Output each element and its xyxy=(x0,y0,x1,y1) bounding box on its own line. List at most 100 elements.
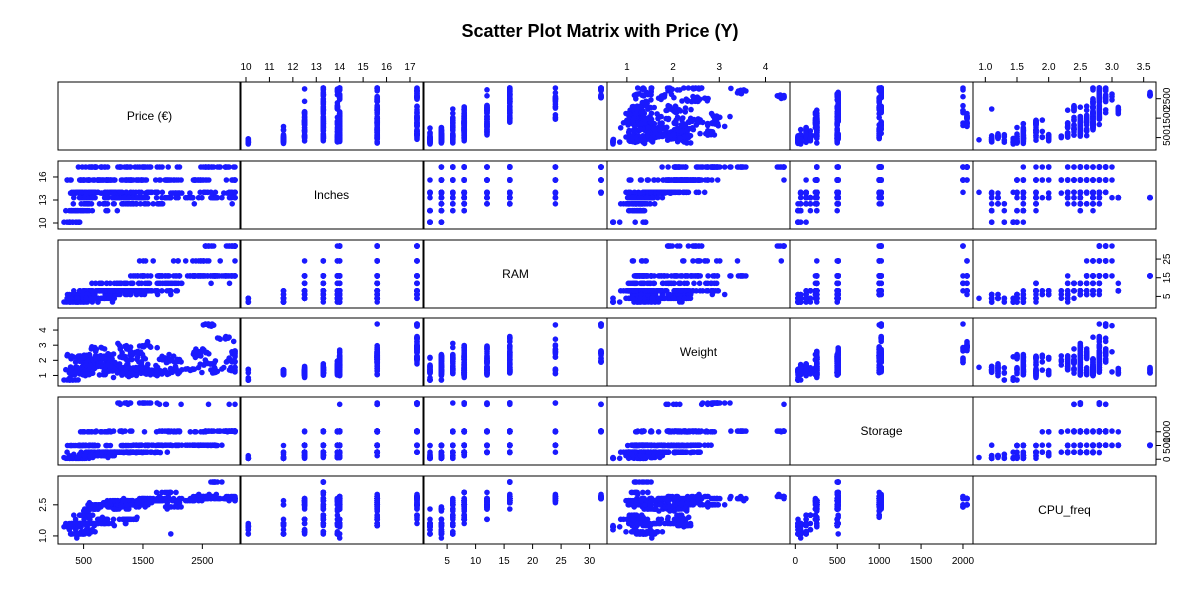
data-point xyxy=(661,94,668,100)
panel-price-vs-inches xyxy=(239,81,424,151)
data-point xyxy=(835,115,841,122)
data-point xyxy=(77,194,83,201)
data-point xyxy=(427,177,433,183)
data-point xyxy=(118,164,124,170)
data-point xyxy=(301,98,308,105)
data-point xyxy=(678,128,684,135)
data-point xyxy=(690,93,696,100)
data-point xyxy=(280,136,287,143)
data-point xyxy=(1109,194,1115,201)
data-point xyxy=(960,189,966,196)
data-point xyxy=(834,194,840,201)
panel-frame xyxy=(972,160,1157,230)
data-point xyxy=(721,123,728,130)
data-point xyxy=(163,177,170,183)
data-point xyxy=(206,177,212,183)
data-point xyxy=(1020,219,1027,225)
data-point xyxy=(336,116,343,123)
data-point xyxy=(461,207,468,214)
data-point xyxy=(644,99,650,105)
data-point xyxy=(552,103,559,110)
data-point xyxy=(208,194,214,201)
data-point xyxy=(659,164,665,170)
data-point xyxy=(336,85,343,91)
data-point xyxy=(450,189,456,196)
data-point xyxy=(152,189,158,196)
data-point xyxy=(107,177,114,183)
data-point xyxy=(960,93,966,100)
data-point xyxy=(636,91,643,97)
data-point xyxy=(83,190,89,196)
data-point xyxy=(100,201,107,207)
data-point xyxy=(616,139,623,145)
data-point xyxy=(834,189,840,196)
data-point xyxy=(427,125,433,131)
data-point xyxy=(835,131,841,138)
data-point xyxy=(620,120,627,126)
data-point xyxy=(671,119,677,126)
data-point xyxy=(626,111,632,117)
data-point xyxy=(637,104,643,110)
data-point xyxy=(552,189,559,196)
data-point xyxy=(685,85,692,91)
data-point xyxy=(414,92,420,98)
data-point xyxy=(126,177,132,183)
data-point xyxy=(1077,120,1084,127)
data-point xyxy=(711,115,718,121)
data-point xyxy=(1102,93,1109,100)
data-point xyxy=(988,136,995,143)
data-point xyxy=(1071,122,1077,128)
data-point xyxy=(777,92,784,98)
data-point xyxy=(1109,164,1115,170)
data-point xyxy=(1033,122,1039,128)
data-point xyxy=(834,207,840,214)
data-point xyxy=(814,207,820,214)
data-point xyxy=(507,164,513,170)
data-point xyxy=(320,91,327,97)
data-point xyxy=(1109,91,1115,97)
diagonal-label-price: Price (€) xyxy=(127,109,172,123)
data-point xyxy=(878,92,884,98)
panels-group: Price (€)InchesRAMWeightStorageCPU_freq1… xyxy=(38,62,1173,567)
data-point xyxy=(178,177,184,183)
data-point xyxy=(1071,102,1077,109)
data-point xyxy=(876,189,882,196)
data-point xyxy=(627,189,634,196)
data-point xyxy=(964,164,970,170)
data-point xyxy=(1020,164,1027,170)
data-point xyxy=(651,177,657,183)
data-point xyxy=(153,194,160,201)
data-point xyxy=(146,164,153,170)
data-point xyxy=(727,164,733,170)
data-point xyxy=(714,177,721,183)
data-point xyxy=(507,201,513,207)
data-point xyxy=(634,85,641,91)
data-point xyxy=(876,135,882,141)
data-point xyxy=(708,131,714,138)
data-point xyxy=(704,122,711,129)
data-point xyxy=(461,189,468,196)
data-point xyxy=(1096,121,1103,128)
data-point xyxy=(450,201,456,207)
data-point xyxy=(189,194,196,201)
data-point xyxy=(427,194,433,201)
data-point xyxy=(552,93,559,100)
panel-inches-vs-cpu_freq xyxy=(972,160,1157,230)
data-point xyxy=(1096,98,1103,105)
data-point xyxy=(221,190,227,196)
data-point xyxy=(878,201,884,207)
data-point xyxy=(414,117,420,123)
data-point xyxy=(461,164,468,170)
data-point xyxy=(834,201,840,207)
data-point xyxy=(702,177,709,183)
data-point xyxy=(374,93,381,100)
data-point xyxy=(641,86,647,92)
data-point xyxy=(1083,117,1090,123)
data-point xyxy=(640,136,647,143)
data-point xyxy=(1115,110,1122,117)
data-point xyxy=(835,98,841,105)
data-point xyxy=(632,219,638,225)
data-point xyxy=(1033,127,1039,134)
data-point xyxy=(631,122,637,128)
